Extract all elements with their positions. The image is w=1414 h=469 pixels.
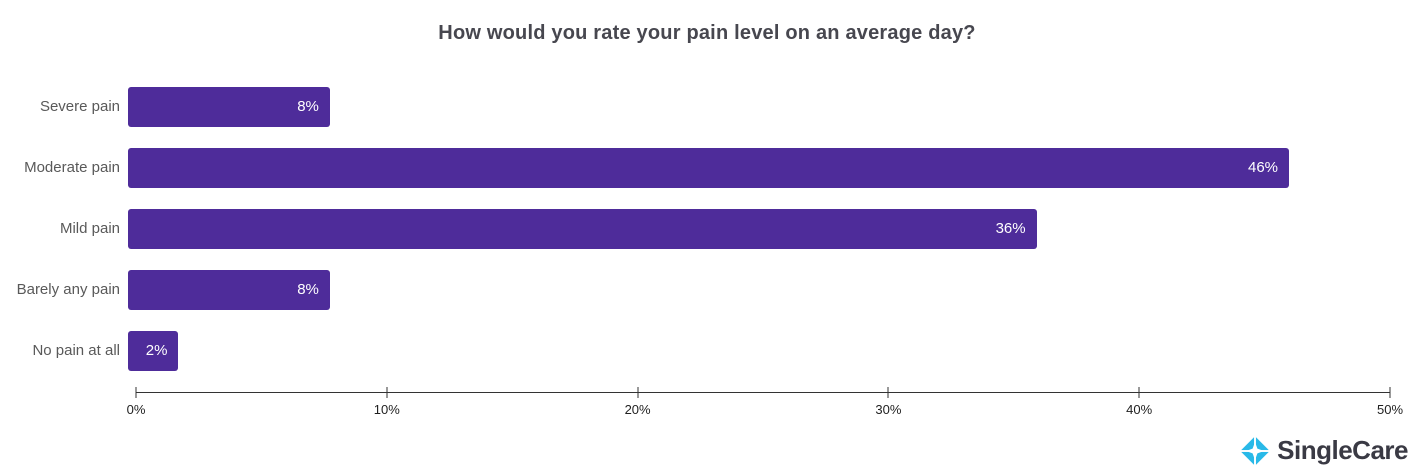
category-label: Barely any pain: [16, 281, 120, 298]
x-axis-tick: [1138, 387, 1140, 398]
logo-text: SingleCare: [1277, 435, 1408, 465]
chart-row: Barely any pain 8%: [0, 259, 1390, 320]
category-label: Moderate pain: [24, 159, 120, 176]
chart-row: Mild pain 36%: [0, 198, 1390, 259]
chart-title: How would you rate your pain level on an…: [438, 22, 976, 44]
category-label: No pain at all: [32, 342, 120, 359]
bar-value-label: 2%: [145, 342, 168, 359]
x-axis-tick: [637, 387, 639, 398]
bar-value-label: 36%: [995, 220, 1026, 237]
category-label: Severe pain: [39, 98, 120, 115]
x-axis-tick: [887, 387, 889, 398]
bar: 8%: [128, 86, 330, 127]
bar: 2%: [128, 330, 179, 371]
singlecare-diamond-icon: [1240, 436, 1271, 466]
x-axis-tick-label: 10%: [373, 402, 400, 417]
bar: 36%: [128, 208, 1037, 249]
bar-track: 8%: [128, 269, 1390, 310]
bar-track: 8%: [128, 86, 1390, 127]
bar-track: 46%: [128, 147, 1390, 188]
bar: 46%: [128, 147, 1290, 188]
bar-track: 2%: [128, 330, 1390, 371]
singlecare-logo: SingleCare: [1240, 436, 1408, 466]
x-axis-tick-label: 0%: [126, 402, 146, 417]
x-axis: 0% 10% 20% 30% 40% 50%: [127, 387, 1403, 422]
x-axis-tick-label: 20%: [624, 402, 651, 417]
bar-value-label: 8%: [297, 281, 319, 298]
x-axis-tick: [386, 387, 388, 398]
bar-track: 36%: [128, 208, 1390, 249]
chart-rows: Severe pain 8% Moderate pain 46% Mild pain 36…: [0, 76, 1390, 381]
bar-value-label: 8%: [297, 98, 319, 115]
category-label: Mild pain: [59, 220, 120, 237]
chart-row: Moderate pain 46%: [0, 137, 1390, 198]
x-axis-tick: [135, 387, 137, 398]
x-axis-tick-label: 30%: [875, 402, 902, 417]
x-axis-tick-label: 50%: [1376, 402, 1404, 417]
bar-value-label: 46%: [1248, 159, 1279, 176]
x-axis-tick: [1389, 387, 1391, 398]
x-axis-tick-label: 40%: [1126, 402, 1153, 417]
chart-row: No pain at all 2%: [0, 320, 1390, 381]
chart-row: Severe pain 8%: [0, 76, 1390, 137]
bar: 8%: [128, 269, 330, 310]
